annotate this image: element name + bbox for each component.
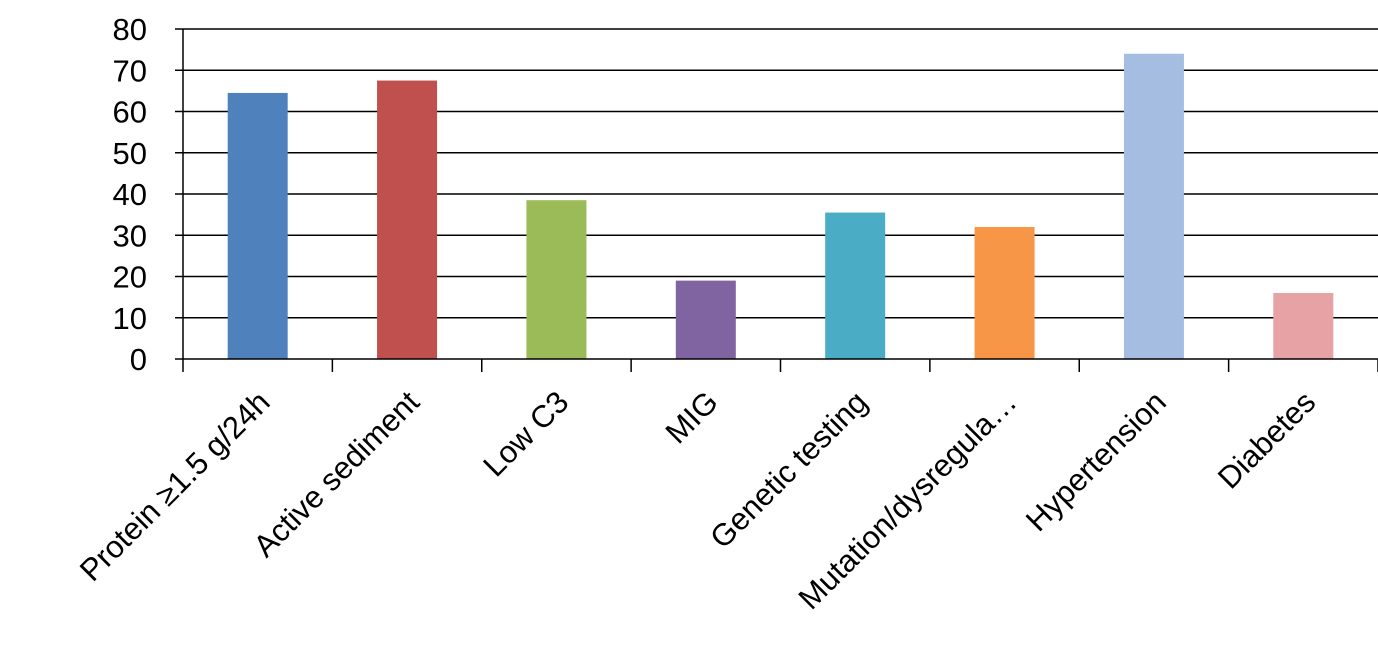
x-tick-label: MIG xyxy=(659,384,725,450)
bar xyxy=(1123,53,1184,359)
bars xyxy=(227,53,1334,359)
bar xyxy=(526,200,587,359)
bar xyxy=(1273,293,1334,359)
y-tick-label: 40 xyxy=(113,177,147,212)
bar xyxy=(825,212,886,359)
x-tick-label: Hypertension xyxy=(1019,384,1173,538)
bar xyxy=(377,80,438,359)
y-tick-label: 60 xyxy=(113,95,147,130)
bar xyxy=(675,280,736,359)
x-tick-label: Low C3 xyxy=(476,384,575,483)
gridlines xyxy=(183,28,1378,319)
bar xyxy=(227,92,288,359)
y-tick-label: 10 xyxy=(113,301,147,336)
x-tick-label: Diabetes xyxy=(1211,384,1322,495)
y-tick-labels: 0 10 20 30 40 50 60 70 80 xyxy=(113,12,147,377)
y-tick-label: 70 xyxy=(113,53,147,88)
y-tick-label: 20 xyxy=(113,260,147,295)
axes xyxy=(175,28,1378,372)
y-tick-label: 0 xyxy=(130,342,147,377)
x-tick-label: Genetic testing xyxy=(703,384,874,555)
x-tick-label: Protein ≥1.5 g/24h xyxy=(73,384,277,588)
y-tick-label: 30 xyxy=(113,218,147,253)
y-tick-label: 80 xyxy=(113,12,147,47)
bar xyxy=(974,227,1035,359)
y-tick-label: 50 xyxy=(113,136,147,171)
